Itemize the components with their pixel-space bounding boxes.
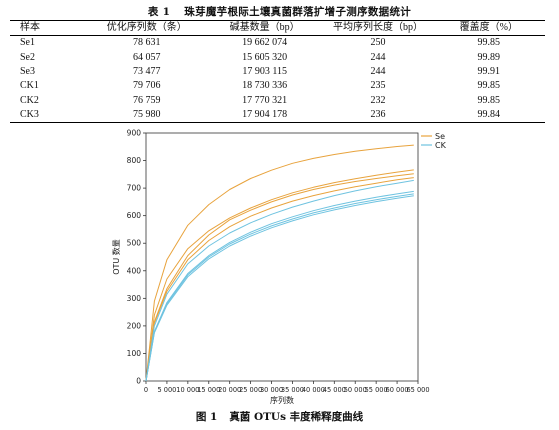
series-line-se-4 [145,177,414,382]
y-tick-label: 800 [127,156,142,165]
cell-sample: Se3 [20,66,35,78]
figure-caption-text: 真菌 OTUs 丰度稀释度曲线 [229,411,364,423]
cell-sample: CK2 [20,94,39,106]
y-tick-label: 100 [127,349,142,358]
cell-length: 232 [370,94,386,106]
series-line-ck-5 [145,179,414,382]
x-tick-label: 20 000 [218,386,241,394]
cell-reads: 79 706 [133,80,161,92]
table-number: 表 1 [147,6,171,18]
legend-label-ck: CK [435,141,447,150]
y-tick-label: 900 [127,129,142,138]
y-tick-label: 400 [127,266,142,275]
cell-coverage: 99.85 [477,37,501,49]
table-title-text: 珠芽魔芋根际土壤真菌群落扩增子测序数据统计 [184,6,412,18]
y-tick-label: 700 [127,184,142,193]
sequencing-stats-table: 样本 优化序列数（条） 碱基数量（bp） 平均序列长度（bp） 覆盖度（%） S… [10,20,545,123]
header-optimized-reads: 优化序列数（条） [106,22,187,34]
cell-reads: 78 631 [133,37,161,49]
cell-length: 235 [370,80,386,92]
figure-caption: 图 1 真菌 OTUs 丰度稀释度曲线 [0,409,559,424]
series-line-se-1 [145,144,414,382]
cell-sample: CK1 [20,80,39,92]
cell-bases: 17 903 115 [242,66,287,78]
y-tick-label: 300 [127,294,142,303]
cell-coverage: 99.84 [477,108,501,120]
cell-reads: 75 980 [133,108,161,120]
cell-coverage: 99.89 [477,51,501,63]
cell-length: 236 [370,108,386,120]
x-tick-label: 5 000 [157,386,176,394]
x-tick-label: 45 000 [323,386,346,394]
figure-number: 图 1 [195,411,218,423]
x-tick-label: 30 000 [260,386,283,394]
table-row: Se2 64 057 15 605 320 244 99.89 [10,51,545,65]
table-row: CK1 79 706 18 730 336 235 99.85 [10,79,545,93]
table-row: Se3 73 477 17 903 115 244 99.91 [10,65,545,79]
series-line-se-3 [145,173,414,382]
x-tick-label: 25 000 [239,386,262,394]
cell-reads: 76 759 [133,94,161,106]
table-row: CK2 76 759 17 770 321 232 99.85 [10,93,545,107]
cell-bases: 17 904 178 [242,108,288,120]
cell-bases: 19 662 074 [242,37,288,49]
x-tick-label: 50 000 [344,386,367,394]
cell-bases: 18 730 336 [242,80,288,92]
series-line-se-2 [145,169,414,382]
x-tick-label: 35 000 [281,386,304,394]
y-tick-label: 600 [127,211,142,220]
cell-reads: 73 477 [133,66,161,78]
header-coverage: 覆盖度（%） [459,22,518,34]
header-base-count: 碱基数量（bp） [229,22,300,34]
x-tick-label: 65 000 [406,386,429,394]
x-tick-label: 55 000 [365,386,388,394]
x-tick-label: 40 000 [302,386,325,394]
series-line-ck-7 [145,193,414,382]
series-line-ck-8 [145,195,414,382]
x-tick-label: 10 000 [176,386,199,394]
cell-coverage: 99.91 [477,66,501,78]
header-avg-length: 平均序列长度（bp） [333,22,424,34]
series-line-ck-6 [145,190,414,382]
legend-label-se: Se [435,132,445,141]
table-title: 表 1 珠芽魔芋根际土壤真菌群落扩增子测序数据统计 [0,4,559,19]
cell-length: 244 [370,51,386,63]
y-tick-label: 0 [136,377,141,386]
cell-bases: 17 770 321 [242,94,288,106]
table-row: CK3 75 980 17 904 178 236 99.84 [10,108,545,123]
cell-length: 244 [370,66,386,78]
x-axis-title: 序列数 [270,395,294,405]
x-tick-label: 15 000 [197,386,220,394]
cell-sample: CK3 [20,108,39,120]
cell-length: 250 [370,37,386,49]
cell-coverage: 99.85 [477,80,501,92]
y-tick-label: 500 [127,239,142,248]
cell-reads: 64 057 [133,51,161,63]
table-row: Se1 78 631 19 662 074 250 99.85 [10,36,545,51]
header-sample: 样本 [20,22,40,34]
x-tick-label: 60 000 [386,386,409,394]
x-tick-label: 0 [144,386,148,394]
cell-bases: 15 605 320 [242,51,288,63]
y-tick-label: 200 [127,321,142,330]
y-axis-title: OTU 数量 [111,239,121,275]
plot-frame [145,132,419,382]
cell-sample: Se2 [20,51,35,63]
cell-sample: Se1 [20,37,35,49]
cell-coverage: 99.85 [477,94,501,106]
table-header-row: 样本 优化序列数（条） 碱基数量（bp） 平均序列长度（bp） 覆盖度（%） [10,20,545,36]
